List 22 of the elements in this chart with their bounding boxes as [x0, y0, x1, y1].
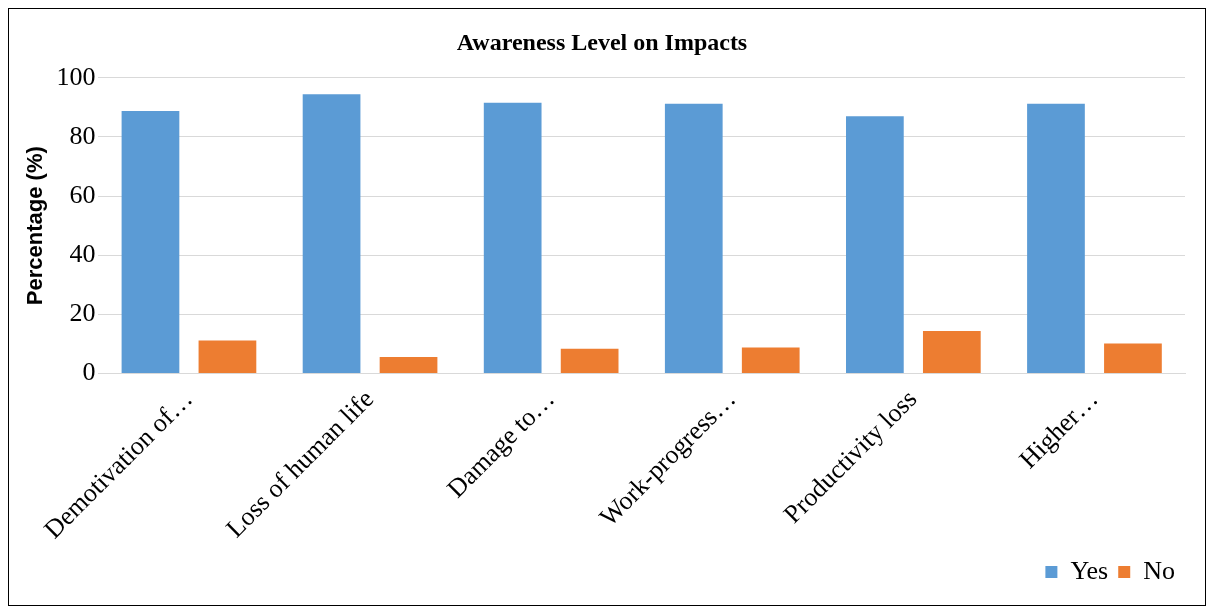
bar: [121, 110, 180, 374]
y-tick-label: 80: [69, 120, 96, 150]
y-tick-label: 0: [82, 357, 96, 387]
bar: [379, 356, 438, 374]
bar: [198, 340, 257, 374]
bar: [1104, 343, 1162, 374]
y-tick-label: 100: [56, 61, 96, 91]
y-tick-label: 60: [69, 179, 96, 209]
bar: [560, 348, 619, 374]
y-tick-label: 20: [69, 298, 96, 328]
legend-label: Yes: [1070, 555, 1109, 585]
bar: [922, 330, 981, 374]
y-tick-label: 40: [69, 239, 96, 269]
bar: [664, 103, 723, 374]
bar: [1027, 103, 1085, 374]
legend-label: No: [1143, 555, 1175, 585]
bar: [483, 102, 542, 374]
bar: [741, 347, 800, 374]
y-axis-title: Percentage (%): [22, 146, 48, 306]
bar: [846, 116, 904, 374]
chart-title: Awareness Level on Impacts: [456, 28, 748, 55]
bar: [302, 94, 361, 374]
